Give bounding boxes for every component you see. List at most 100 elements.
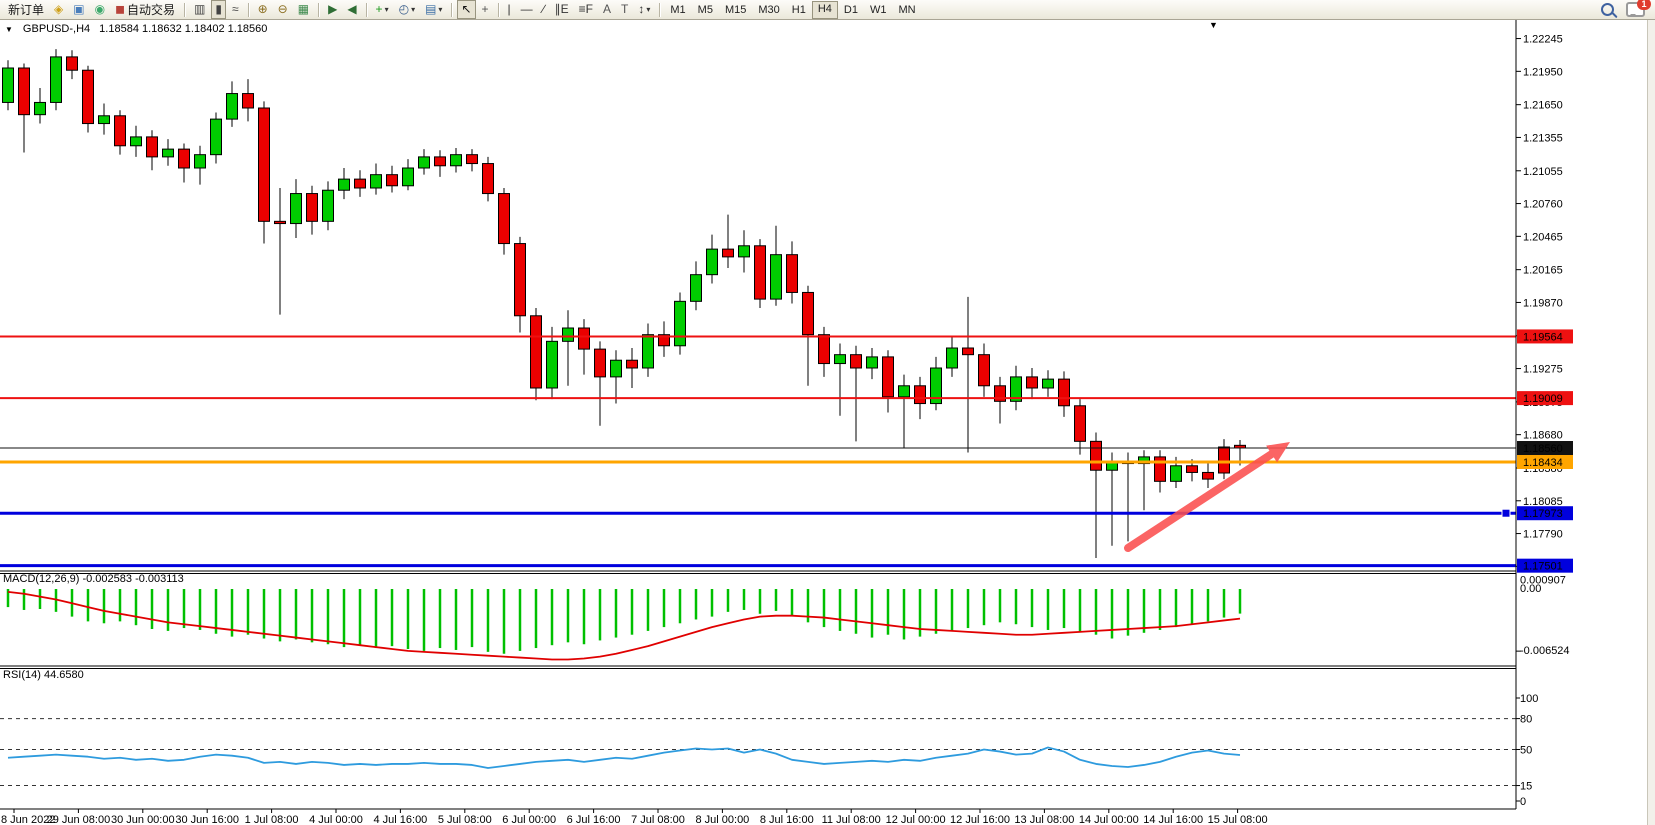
market-depth-icon: ◈ (54, 2, 64, 16)
chart-shift-icon[interactable]: ◀ (343, 0, 360, 19)
text-icon[interactable]: A (599, 0, 615, 19)
candlestick-chart-icon: ▮ (215, 2, 223, 16)
signals-icon: ◉ (94, 2, 106, 16)
tf-m30-button[interactable]: M30 (758, 3, 780, 16)
dropdown-arrow-icon[interactable]: ▾ (646, 5, 651, 14)
price-badge-label: 1.18560 (1523, 443, 1563, 455)
candle (610, 359, 622, 378)
horizontal-line-icon: — (520, 2, 533, 16)
dropdown-arrow-icon[interactable]: ▾ (438, 5, 443, 14)
zoom-in-icon[interactable]: ⊕ (254, 0, 272, 19)
chart-shift-icon: ◀ (347, 2, 357, 16)
expander-icon[interactable]: ▼ (5, 24, 13, 34)
candle (1154, 456, 1166, 482)
template-icon[interactable]: ▤ ▾ (421, 0, 446, 19)
tf-mn-button[interactable]: MN (898, 3, 916, 16)
rsi-tick-label: 15 (1520, 781, 1532, 793)
bar-chart-icon: ▥ (194, 2, 206, 16)
time-marker-icon: ▼ (1209, 20, 1218, 30)
time-tick-label: 14 Jul 16:00 (1143, 814, 1203, 825)
candle (546, 340, 558, 389)
add-indicator-icon[interactable]: + ▾ (372, 0, 393, 19)
candle (658, 334, 670, 347)
tile-windows-icon[interactable]: ▦ (294, 0, 313, 19)
vps-icon[interactable]: ▣ (69, 0, 88, 19)
candle (242, 93, 254, 109)
price-tick-label: 1.20760 (1523, 199, 1563, 211)
candlestick-series (2, 49, 1246, 558)
chat-icon[interactable]: 1 (1626, 0, 1651, 17)
candle (786, 254, 798, 293)
candle (50, 56, 62, 103)
tf-m1-button[interactable]: M1 (670, 3, 686, 16)
candle (418, 156, 430, 169)
candle (1090, 440, 1102, 471)
vertical-line-icon[interactable]: | (504, 0, 515, 19)
tf-m15-button[interactable]: M15 (724, 3, 747, 16)
candle (1202, 471, 1214, 480)
candle (1058, 378, 1070, 407)
dropdown-arrow-icon[interactable]: ▾ (384, 5, 389, 14)
candle (98, 115, 110, 125)
fibonacci-icon[interactable]: ≡F (575, 0, 597, 19)
time-tick-label: 15 Jul 08:00 (1208, 814, 1268, 825)
tf-w1-button[interactable]: W1 (869, 3, 887, 16)
signals-icon[interactable]: ◉ (91, 0, 109, 19)
candle (722, 248, 734, 258)
tf-h4-button[interactable]: H4 (811, 0, 838, 19)
bid-price-line-badge: 1.18560 (1517, 441, 1573, 455)
toolbar-separator (497, 2, 499, 17)
time-tick-label: 6 Jul 00:00 (502, 814, 556, 825)
trendline-icon: ∕ (542, 2, 545, 16)
macd-tick-label: -0.006524 (1520, 645, 1570, 657)
support-line-1[interactable] (0, 508, 1516, 518)
trend-arrow[interactable] (1124, 442, 1290, 552)
trendline-icon[interactable]: ∕ (539, 0, 549, 19)
tf-m5-button[interactable]: M5 (697, 3, 713, 16)
candle (994, 385, 1006, 402)
rsi-line (7, 746, 1241, 769)
bar-chart-icon[interactable]: ▥ (190, 0, 209, 19)
candlestick-chart-icon[interactable]: ▮ (211, 0, 227, 19)
text-label-icon[interactable]: T (617, 0, 632, 19)
candle (210, 118, 222, 156)
candle (2, 67, 14, 103)
time-tick-label: 8 Jun 2022 (1, 814, 55, 825)
zoom-out-icon: ⊖ (277, 2, 288, 16)
text-icon: A (603, 2, 612, 16)
autotrading-button[interactable]: ◼ 自动交易 (111, 0, 179, 19)
zoom-out-icon[interactable]: ⊖ (274, 0, 292, 19)
toolbar-separator (365, 2, 367, 17)
crosshair-icon[interactable]: + (478, 0, 493, 19)
horizontal-line-icon[interactable]: — (517, 0, 537, 19)
candle (818, 334, 830, 365)
tf-d1-button[interactable]: D1 (843, 3, 858, 16)
autoscroll-icon[interactable]: ▶ (324, 0, 341, 19)
line-handle[interactable] (1501, 508, 1511, 518)
tf-h1-button[interactable]: H1 (791, 3, 806, 16)
arrows-tool-icon[interactable]: ↕ ▾ (634, 0, 654, 19)
equidistant-channel-icon: ∥E (554, 2, 569, 16)
macd-indicator-label: MACD(12,26,9) -0.002583 -0.003113 (3, 573, 184, 585)
price-tick-label: 1.20465 (1523, 231, 1563, 243)
candle (946, 347, 958, 369)
candle (978, 354, 990, 387)
equidistant-channel-icon[interactable]: ∥E (551, 0, 573, 19)
dropdown-arrow-icon[interactable]: ▾ (411, 5, 416, 14)
candle (162, 148, 174, 158)
search-icon[interactable] (1601, 3, 1614, 16)
cursor-icon[interactable]: ↖ (457, 0, 476, 19)
candle (66, 56, 78, 71)
time-tick-label: 13 Jul 08:00 (1014, 814, 1074, 825)
market-depth-icon[interactable]: ◈ (50, 0, 67, 19)
new-order-button[interactable]: 新订单 (4, 0, 48, 19)
line-chart-icon[interactable]: ≈ (228, 0, 243, 19)
candle (194, 154, 206, 169)
time-tick-label: 5 Jul 08:00 (438, 814, 492, 825)
time-tick-label: 30 Jun 00:00 (111, 814, 175, 825)
candle (594, 348, 606, 378)
period-clock-icon[interactable]: ◴ ▾ (395, 0, 420, 19)
candle (1170, 465, 1182, 482)
